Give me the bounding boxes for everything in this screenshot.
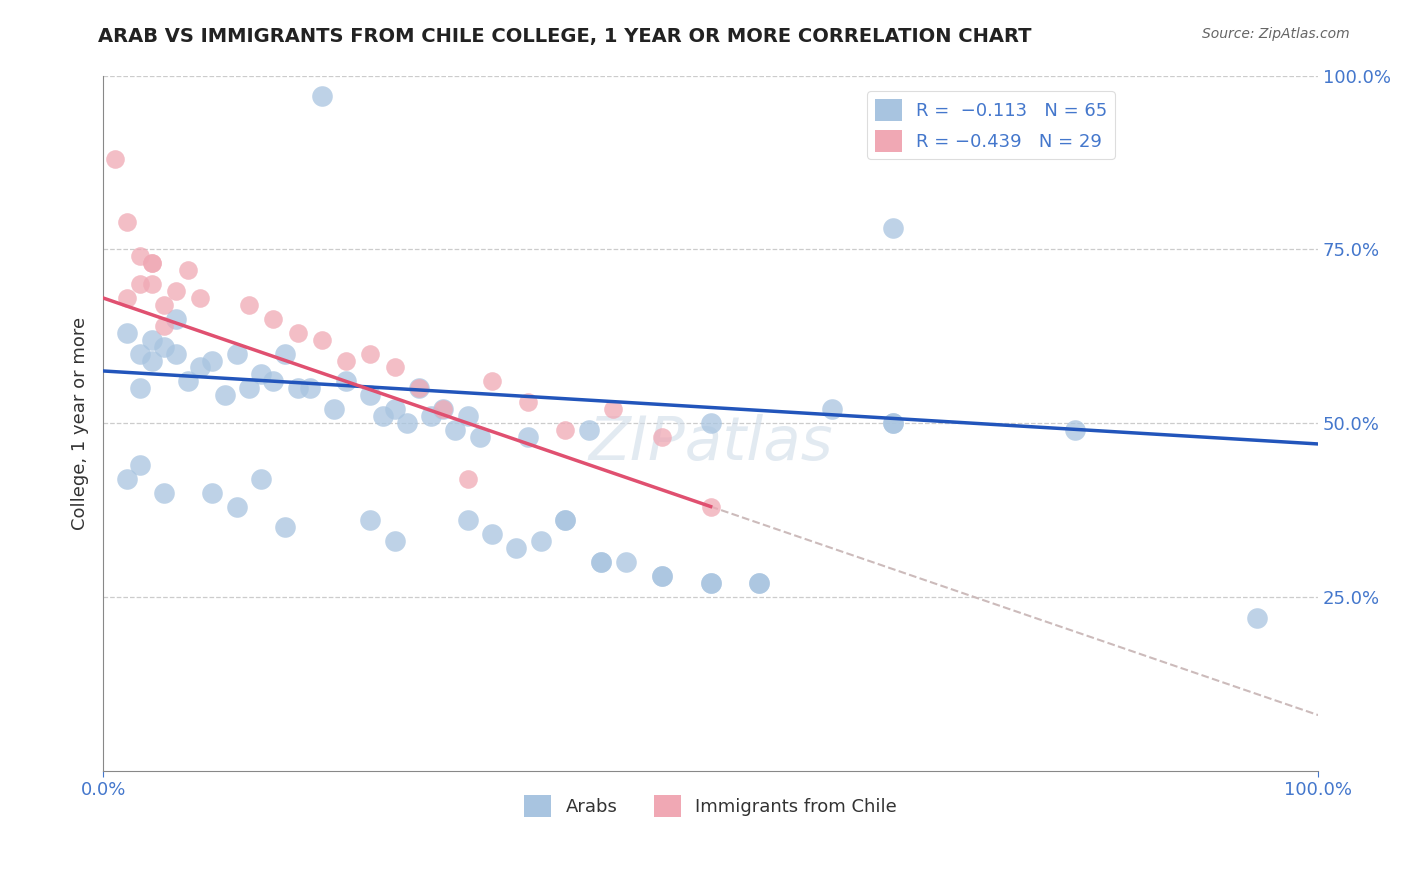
Point [651,569,673,583]
Text: ARAB VS IMMIGRANTS FROM CHILE COLLEGE, 1 YEAR OR MORE CORRELATION CHART: ARAB VS IMMIGRANTS FROM CHILE COLLEGE, 1… [98,27,1032,45]
Point [250,368,273,382]
Point [177,375,200,389]
Point [128,381,150,395]
Point [298,381,321,395]
Point [384,402,406,417]
Point [141,277,163,291]
Point [274,346,297,360]
Point [602,402,624,417]
Point [529,534,551,549]
Point [651,430,673,444]
Point [238,298,260,312]
Point [505,541,527,556]
Point [311,89,333,103]
Point [128,346,150,360]
Point [699,500,721,514]
Point [177,263,200,277]
Point [141,353,163,368]
Point [699,576,721,591]
Point [128,458,150,472]
Point [517,395,540,409]
Point [821,402,844,417]
Point [128,249,150,263]
Point [699,416,721,430]
Point [882,416,904,430]
Point [651,569,673,583]
Point [323,402,346,417]
Point [335,375,357,389]
Point [128,277,150,291]
Point [335,353,357,368]
Point [225,346,247,360]
Point [457,472,479,486]
Point [457,513,479,527]
Point [274,520,297,534]
Point [408,381,430,395]
Point [882,221,904,235]
Point [554,513,576,527]
Point [384,534,406,549]
Point [359,346,381,360]
Point [591,555,613,569]
Point [432,402,454,417]
Point [225,500,247,514]
Point [165,311,187,326]
Point [481,375,503,389]
Point [882,416,904,430]
Point [262,311,284,326]
Point [201,353,224,368]
Point [457,409,479,424]
Point [699,576,721,591]
Point [153,298,176,312]
Point [432,402,454,417]
Point [117,214,139,228]
Point [250,472,273,486]
Point [287,381,309,395]
Point [359,513,381,527]
Point [748,576,770,591]
Point [614,555,637,569]
Point [141,256,163,270]
Point [165,284,187,298]
Point [104,152,127,166]
Point [238,381,260,395]
Point [188,360,211,375]
Point [141,333,163,347]
Point [384,360,406,375]
Point [1246,611,1268,625]
Point [591,555,613,569]
Point [517,430,540,444]
Point [287,326,309,340]
Point [188,291,211,305]
Point [444,423,467,437]
Y-axis label: College, 1 year or more: College, 1 year or more [72,317,89,530]
Point [201,485,224,500]
Point [165,346,187,360]
Point [371,409,394,424]
Point [578,423,600,437]
Point [117,472,139,486]
Point [153,318,176,333]
Point [1064,423,1087,437]
Point [408,381,430,395]
Point [117,291,139,305]
Point [214,388,236,402]
Point [153,485,176,500]
Point [468,430,491,444]
Text: Source: ZipAtlas.com: Source: ZipAtlas.com [1202,27,1350,41]
Point [117,326,139,340]
Legend: Arabs, Immigrants from Chile: Arabs, Immigrants from Chile [517,788,904,824]
Point [141,256,163,270]
Point [359,388,381,402]
Point [395,416,418,430]
Point [748,576,770,591]
Point [420,409,443,424]
Point [153,340,176,354]
Point [481,527,503,541]
Point [554,513,576,527]
Point [262,375,284,389]
Point [554,423,576,437]
Point [311,333,333,347]
Text: ZIPatlas: ZIPatlas [588,415,832,474]
